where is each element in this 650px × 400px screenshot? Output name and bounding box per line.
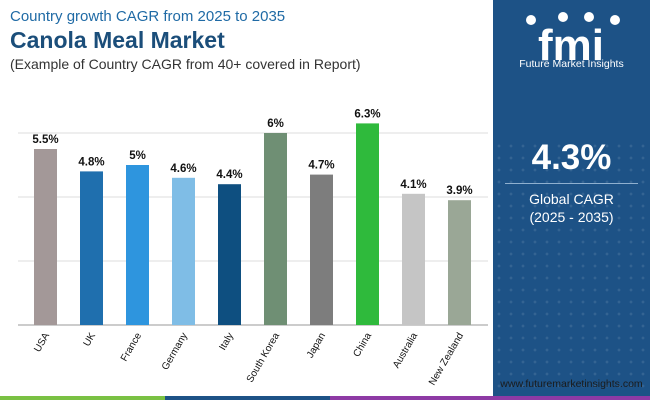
dot-pattern [493,140,650,400]
bar [172,177,195,325]
bar [126,165,149,325]
global-cagr-period: (2025 - 2035) [529,209,614,225]
x-tick-label: South Korea [245,331,283,385]
data-label: 4.6% [170,163,196,175]
data-label: 5.5% [32,134,58,146]
chart-title: Canola Meal Market [10,27,225,53]
chart-subtitle: (Example of Country CAGR from 40+ covere… [10,56,361,72]
x-tick-label: Italy [217,331,236,352]
global-cagr-value: 4.3% [531,138,612,177]
data-label: 4.8% [78,156,104,168]
bottom-color-bar [0,396,650,400]
summary-panel: fmi Future Market Insights 4.3% Global C… [493,0,650,400]
x-tick-label: USA [32,331,52,355]
x-tick-label: Japan [305,331,328,360]
x-tick-label: New Zealand [427,331,466,388]
bar [218,184,241,325]
data-label: 4.7% [308,160,334,172]
data-label: 4.4% [216,169,242,181]
bottom-bar-segment [165,396,330,400]
bar [80,171,103,325]
data-label: 5% [129,150,146,162]
data-label: 6% [267,118,284,130]
bar [310,174,333,325]
brand-name: Future Market Insights [519,58,624,70]
x-tick-label: Germany [160,331,190,372]
bottom-bar-segment [0,396,165,400]
bar [402,193,425,325]
divider [505,183,638,184]
x-tick-label: Australia [391,331,420,371]
website-link[interactable]: www.futuremarketinsights.com [500,378,643,390]
bar [264,133,287,325]
bottom-bar-segment [330,396,650,400]
bar [34,149,57,325]
bar [356,123,379,326]
chart-kicker: Country growth CAGR from 2025 to 2035 [10,8,286,25]
fmi-logo: fmi [526,12,620,70]
x-tick-label: China [352,331,375,360]
x-tick-label: France [119,331,144,364]
bar [448,200,471,325]
x-tick-label: UK [82,331,99,349]
logo-wordmark: fmi [538,21,604,70]
data-label: 6.3% [354,108,380,120]
data-label: 3.9% [446,185,472,197]
bar-chart: 5.5% USA 4.8% UK 5% France 4.6% Germany 4.4% Ital… [18,108,488,388]
global-cagr-label: Global CAGR [529,191,614,207]
data-label: 4.1% [400,179,426,191]
